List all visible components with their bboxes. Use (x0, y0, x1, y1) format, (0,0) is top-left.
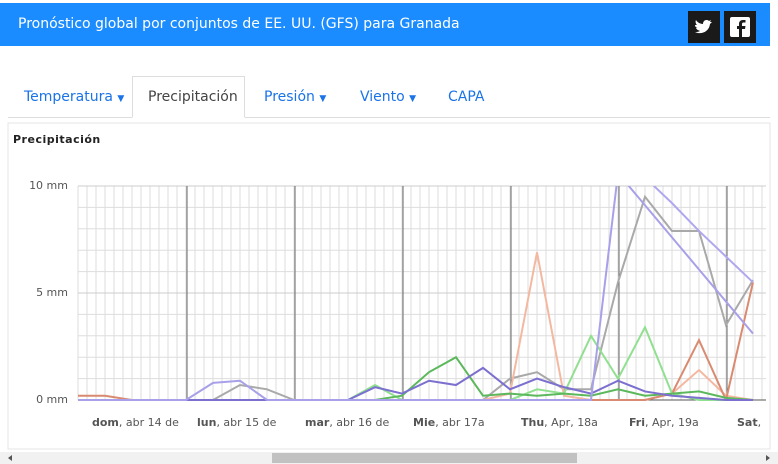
x-tick-label: lun, abr 15 de (197, 416, 277, 429)
x-day: lun (197, 416, 216, 429)
tab[interactable]: Temperatura ▼ (24, 89, 125, 105)
chart-title: Precipitación (13, 133, 101, 146)
tab[interactable]: CAPA (448, 76, 484, 118)
chart-panel (7, 122, 771, 450)
x-tick-label: mar, abr 16 de (305, 416, 390, 429)
x-date: , abr 15 de (216, 416, 276, 429)
tab-divider (8, 117, 770, 118)
x-day: Sat (737, 416, 758, 429)
x-day: dom (92, 416, 119, 429)
x-date: , Apr, 18a (544, 416, 598, 429)
x-date: , abr 16 de (329, 416, 389, 429)
tab-active[interactable]: Precipitación (148, 76, 238, 118)
header-title: Pronóstico global por conjuntos de EE. U… (18, 16, 460, 32)
plot (78, 186, 754, 401)
x-date: , abr 17a (435, 416, 484, 429)
series-line (652, 186, 754, 284)
series-line (78, 252, 754, 401)
x-day: Mie (413, 416, 435, 429)
tab-label: Precipitación (148, 89, 238, 105)
tab-label: Viento (360, 89, 405, 105)
x-date: , abr 14 de (119, 416, 179, 429)
series-line (78, 366, 753, 401)
series-line (78, 194, 754, 401)
y-tick-label: 5 mm (36, 286, 68, 299)
x-date: , (758, 416, 762, 429)
y-tick-label: 10 mm (29, 179, 68, 192)
x-tick-label: Fri, Apr, 19a (629, 416, 699, 429)
facebook-icon (730, 17, 750, 37)
x-tick-label: Mie, abr 17a (413, 416, 485, 429)
series-line (78, 282, 754, 401)
tab[interactable]: Presión ▼ (264, 89, 327, 105)
scrollbar-thumb[interactable] (272, 453, 577, 463)
twitter-button[interactable] (688, 11, 720, 43)
series-line (78, 324, 753, 401)
x-day: mar (305, 416, 330, 429)
series-line (78, 186, 754, 401)
tab-label: Presión (264, 89, 315, 105)
tab-label: Temperatura (24, 89, 113, 105)
x-tick-label: Thu, Apr, 18a (521, 416, 598, 429)
x-day: Thu (521, 416, 544, 429)
x-tick-label: Sat, (737, 416, 761, 429)
x-date: , Apr, 19a (645, 416, 699, 429)
header: Pronóstico global por conjuntos de EE. U… (0, 3, 770, 46)
facebook-button[interactable] (724, 11, 756, 43)
tab[interactable]: Viento ▼ (360, 89, 417, 105)
tab-label: CAPA (448, 89, 485, 105)
active-tab-box (132, 76, 245, 118)
twitter-icon (695, 20, 712, 34)
y-tick-label: 0 mm (36, 393, 68, 406)
x-tick-label: dom, abr 14 de (92, 416, 179, 429)
x-day: Fri (629, 416, 645, 429)
